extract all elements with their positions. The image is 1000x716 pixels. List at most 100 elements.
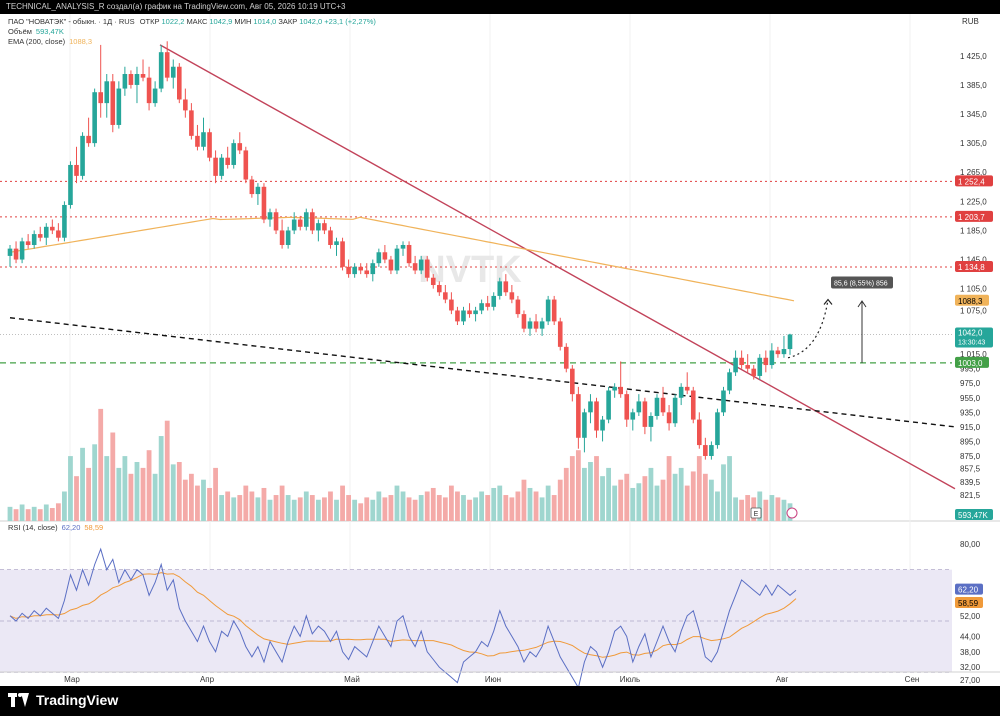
candle-body[interactable] xyxy=(207,132,212,158)
candle-body[interactable] xyxy=(751,368,757,376)
candle-body[interactable] xyxy=(164,52,170,78)
candle-body[interactable] xyxy=(678,386,684,398)
candle-body[interactable] xyxy=(473,310,478,315)
candle-body[interactable] xyxy=(654,397,660,416)
candle-body[interactable] xyxy=(539,321,545,329)
candle-body[interactable] xyxy=(576,394,581,438)
candle-body[interactable] xyxy=(56,230,61,238)
candle-body[interactable] xyxy=(527,321,533,329)
downtrend-line[interactable] xyxy=(159,44,956,490)
candles[interactable] xyxy=(7,41,793,460)
candle-body[interactable] xyxy=(352,266,357,275)
candle-body[interactable] xyxy=(721,390,726,413)
candle-body[interactable] xyxy=(104,81,110,104)
candle-body[interactable] xyxy=(328,230,333,245)
candle-body[interactable] xyxy=(570,368,575,395)
candle-body[interactable] xyxy=(134,74,140,85)
candle-body[interactable] xyxy=(467,310,472,315)
candle-body[interactable] xyxy=(745,365,750,369)
candle-body[interactable] xyxy=(781,349,787,355)
candle-body[interactable] xyxy=(316,223,321,231)
candle-body[interactable] xyxy=(588,401,593,413)
candle-body[interactable] xyxy=(503,281,509,293)
candle-body[interactable] xyxy=(376,252,382,264)
candle-body[interactable] xyxy=(19,241,25,260)
candle-body[interactable] xyxy=(177,66,182,100)
candle-body[interactable] xyxy=(697,419,702,446)
candle-body[interactable] xyxy=(128,74,134,85)
candle-body[interactable] xyxy=(491,295,497,307)
candle-body[interactable] xyxy=(31,234,37,245)
candle-body[interactable] xyxy=(62,204,67,238)
candle-body[interactable] xyxy=(267,212,273,220)
candle-body[interactable] xyxy=(715,412,720,446)
candle-body[interactable] xyxy=(636,401,642,413)
candle-body[interactable] xyxy=(13,248,19,260)
candle-body[interactable] xyxy=(158,52,164,89)
candle-body[interactable] xyxy=(406,244,412,264)
candle-body[interactable] xyxy=(443,292,448,300)
candle-body[interactable] xyxy=(297,219,303,227)
candle-body[interactable] xyxy=(291,219,297,231)
candle-body[interactable] xyxy=(243,150,249,180)
candle-body[interactable] xyxy=(600,419,605,431)
tradingview-logo[interactable]: TradingView xyxy=(8,692,118,708)
candle-body[interactable] xyxy=(618,386,623,395)
price-chart[interactable]: 1 425,0 1 385,0 1 345,0 1 305,0 1 265,0 1 225… xyxy=(0,14,1000,686)
candle-body[interactable] xyxy=(400,244,406,249)
candle-body[interactable] xyxy=(225,157,230,165)
candle-body[interactable] xyxy=(322,223,327,231)
candle-body[interactable] xyxy=(485,303,490,307)
candle-body[interactable] xyxy=(509,292,515,300)
candle-body[interactable] xyxy=(92,92,97,144)
candle-body[interactable] xyxy=(733,357,738,373)
candle-body[interactable] xyxy=(424,259,430,278)
candle-body[interactable] xyxy=(183,99,188,111)
candle-body[interactable] xyxy=(515,299,521,315)
candle-body[interactable] xyxy=(455,310,460,322)
candle-body[interactable] xyxy=(497,281,503,296)
candle-body[interactable] xyxy=(340,241,345,267)
candle-body[interactable] xyxy=(521,314,527,329)
candle-body[interactable] xyxy=(545,299,551,322)
candle-body[interactable] xyxy=(364,270,370,275)
candle-body[interactable] xyxy=(7,248,13,256)
candle-body[interactable] xyxy=(787,334,793,350)
candle-body[interactable] xyxy=(43,226,49,238)
candle-body[interactable] xyxy=(684,386,690,391)
candle-body[interactable] xyxy=(533,321,539,329)
candle-body[interactable] xyxy=(346,266,351,275)
candle-body[interactable] xyxy=(690,390,696,420)
candle-body[interactable] xyxy=(430,277,436,286)
candle-body[interactable] xyxy=(50,226,55,231)
candle-body[interactable] xyxy=(703,445,708,456)
candle-body[interactable] xyxy=(255,186,261,195)
candle-body[interactable] xyxy=(116,88,122,125)
candle-body[interactable] xyxy=(279,230,285,245)
candle-body[interactable] xyxy=(122,74,128,89)
candle-body[interactable] xyxy=(231,143,237,165)
candle-body[interactable] xyxy=(285,230,291,245)
candle-body[interactable] xyxy=(152,88,158,104)
candle-body[interactable] xyxy=(37,234,43,238)
projection-curve[interactable] xyxy=(787,299,829,359)
candle-body[interactable] xyxy=(86,135,91,144)
dashed-trend-line[interactable] xyxy=(9,317,956,428)
candle-body[interactable] xyxy=(648,415,654,427)
candle-body[interactable] xyxy=(612,386,617,391)
candle-body[interactable] xyxy=(672,397,678,424)
rsi-line[interactable] xyxy=(9,547,797,686)
candle-body[interactable] xyxy=(769,350,775,366)
candle-body[interactable] xyxy=(642,401,648,427)
candle-body[interactable] xyxy=(273,212,279,231)
candle-body[interactable] xyxy=(110,81,116,125)
candle-body[interactable] xyxy=(74,164,79,176)
candle-body[interactable] xyxy=(25,241,31,245)
candle-body[interactable] xyxy=(412,263,418,271)
candle-body[interactable] xyxy=(557,321,563,347)
candle-body[interactable] xyxy=(461,310,466,322)
earnings-icon[interactable] xyxy=(750,507,762,519)
candle-body[interactable] xyxy=(195,135,200,147)
candle-body[interactable] xyxy=(709,445,714,456)
candle-body[interactable] xyxy=(303,212,309,227)
